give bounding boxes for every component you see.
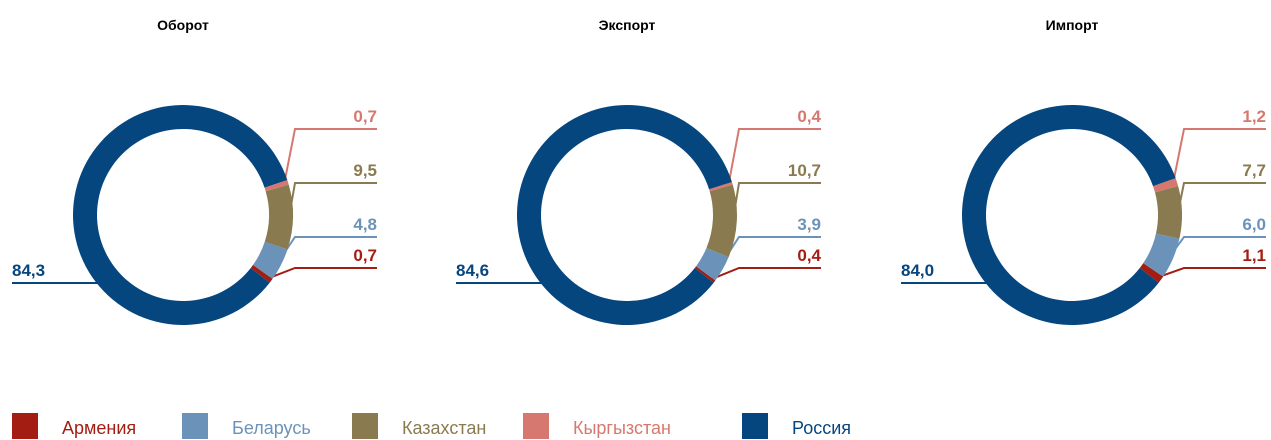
legend-label: Армения bbox=[62, 418, 136, 438]
leader-line bbox=[287, 182, 377, 218]
legend-label: Казахстан bbox=[402, 418, 486, 438]
legend-swatch bbox=[352, 413, 378, 439]
donut-segment bbox=[517, 105, 732, 326]
leader-line bbox=[710, 267, 821, 281]
chart-title: Импорт bbox=[1046, 17, 1099, 33]
legend-swatch bbox=[182, 413, 208, 439]
donut-segment bbox=[264, 180, 289, 192]
leader-line bbox=[1168, 236, 1266, 258]
legend-swatch bbox=[742, 413, 768, 439]
chart-title: Оборот bbox=[157, 17, 209, 33]
donut-segment bbox=[706, 184, 737, 258]
value-label: 1,2 bbox=[1242, 107, 1266, 126]
legend-label: Кыргызстан bbox=[573, 418, 671, 438]
value-label: 84,6 bbox=[456, 261, 489, 280]
donut-segment bbox=[250, 264, 273, 283]
legend-swatch bbox=[12, 413, 38, 439]
donut-segment bbox=[696, 247, 729, 281]
leader-line bbox=[283, 128, 377, 184]
legend-label: Беларусь bbox=[232, 418, 311, 438]
value-label: 84,3 bbox=[12, 261, 45, 280]
value-label: 10,7 bbox=[788, 161, 821, 180]
donut-segment bbox=[1139, 263, 1164, 283]
leader-line bbox=[1172, 128, 1266, 184]
value-label: 0,4 bbox=[797, 246, 821, 265]
value-label: 1,1 bbox=[1242, 246, 1266, 265]
value-label: 7,7 bbox=[1242, 161, 1266, 180]
value-label: 9,5 bbox=[353, 161, 377, 180]
leader-line bbox=[267, 267, 377, 280]
donut-segment bbox=[253, 241, 288, 279]
legend-swatch bbox=[523, 413, 549, 439]
value-label: 0,4 bbox=[797, 107, 821, 126]
value-label: 0,7 bbox=[353, 246, 377, 265]
leader-line bbox=[731, 182, 821, 222]
value-label: 3,9 bbox=[797, 215, 821, 234]
donut-segment bbox=[709, 182, 733, 192]
value-label: 84,0 bbox=[901, 261, 934, 280]
chart-title: Экспорт bbox=[599, 17, 656, 33]
donut-segment bbox=[72, 104, 288, 325]
leader-line bbox=[276, 236, 377, 264]
leader-line bbox=[1176, 182, 1266, 213]
leader-line bbox=[727, 128, 821, 185]
value-label: 0,7 bbox=[353, 107, 377, 126]
donut-segment bbox=[264, 184, 293, 250]
donut-segment bbox=[694, 266, 716, 283]
leader-line bbox=[718, 236, 821, 268]
leader-line bbox=[1157, 267, 1266, 279]
donut-segment bbox=[1143, 233, 1180, 277]
legend-label: Россия bbox=[792, 418, 851, 438]
donut-segment bbox=[961, 104, 1176, 325]
value-label: 6,0 bbox=[1242, 215, 1266, 234]
value-label: 4,8 bbox=[353, 215, 377, 234]
donut-segment bbox=[1153, 178, 1179, 193]
donut-segment bbox=[1154, 186, 1182, 239]
